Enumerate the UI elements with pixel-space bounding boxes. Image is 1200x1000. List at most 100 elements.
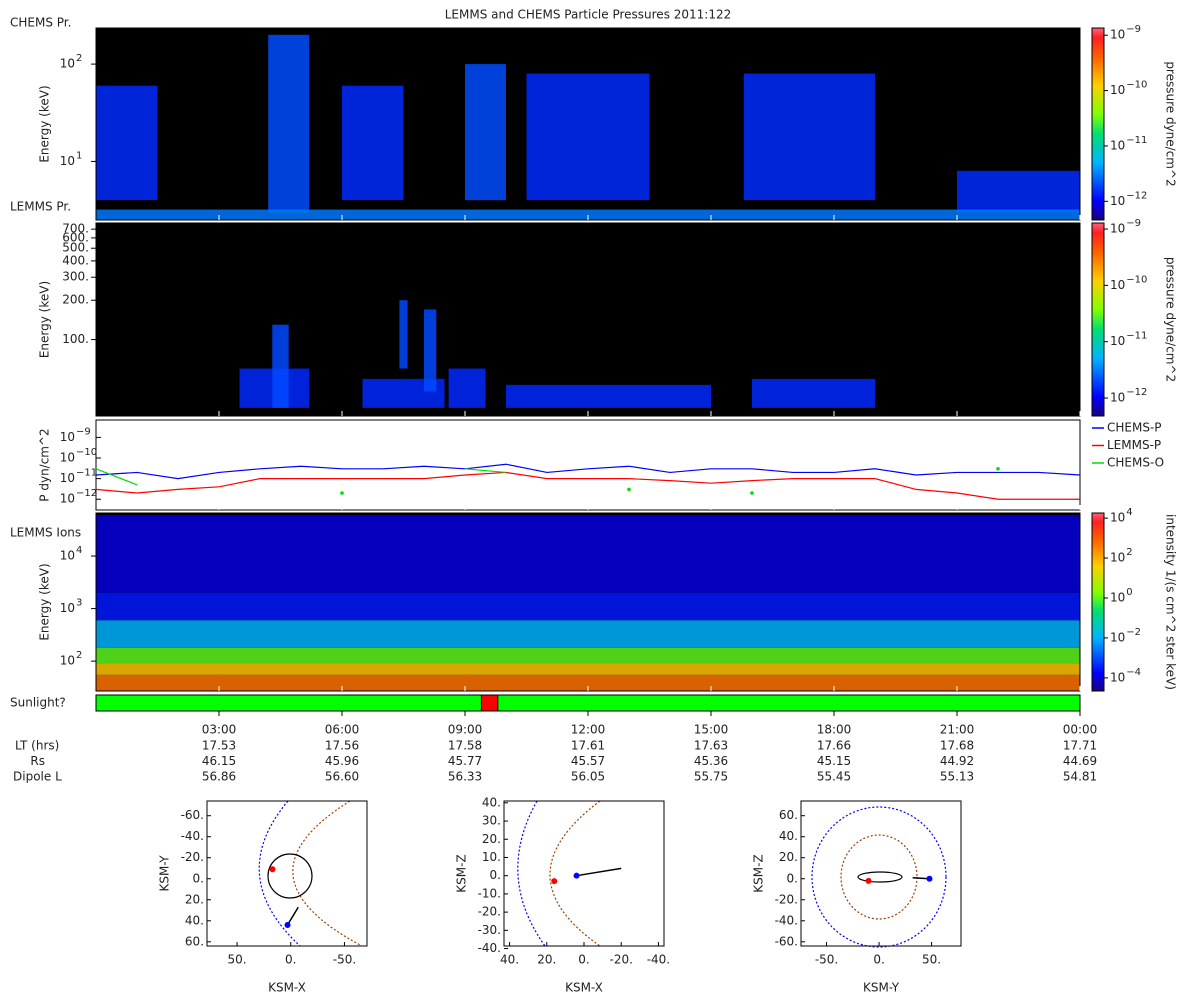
- y-tick-label: 60.: [779, 808, 798, 822]
- spectrogram-cell: [526, 73, 650, 201]
- y-tick-label: 30.: [482, 814, 501, 828]
- x-tick-label: -50.: [333, 953, 356, 967]
- x-tick-label: 06:00: [325, 723, 360, 737]
- tick-label: 10: [1110, 28, 1125, 42]
- tick-exponent: −11: [76, 468, 97, 479]
- bow-shock: [811, 806, 947, 948]
- ephemeris-value: 56.60: [325, 770, 359, 784]
- legend-label: CHEMS-P: [1107, 421, 1162, 435]
- panel-label: LEMMS Ions: [10, 526, 81, 540]
- y-axis-title: Energy (keV): [38, 85, 52, 162]
- y-tick-label: -60.: [181, 808, 204, 822]
- moon-orbit: [857, 871, 903, 883]
- y-tick-label: -20.: [478, 905, 501, 919]
- tick-label: 10: [1110, 391, 1125, 405]
- colorbar-title: pressure dyne/cm^2: [1164, 257, 1178, 382]
- ephemeris-value: 45.36: [694, 754, 728, 768]
- tick-exponent: −4: [1126, 667, 1141, 678]
- x-tick-label: -40.: [647, 953, 670, 967]
- x-tick-label: 09:00: [448, 723, 483, 737]
- spectrogram-cell: [424, 309, 437, 392]
- ephemeris-value: 45.96: [325, 754, 359, 768]
- tick-label: 10: [60, 430, 75, 444]
- tick-label: 600.: [62, 230, 89, 244]
- spectrogram-cell: [96, 515, 1080, 593]
- line-point: [996, 466, 1000, 471]
- legend-label: CHEMS-O: [1107, 456, 1164, 470]
- tick-exponent: 2: [76, 650, 82, 661]
- spectrogram-cell: [96, 209, 1080, 220]
- x-tick-label: 15:00: [694, 723, 729, 737]
- bow-shock: [258, 800, 301, 947]
- tick-exponent: −12: [1126, 387, 1147, 398]
- y-tick-label: 60.: [185, 934, 204, 948]
- spectrogram-cell: [96, 663, 1080, 675]
- tick-exponent: −10: [76, 447, 97, 458]
- tick-label: 10: [60, 451, 75, 465]
- tick-label: 10: [60, 549, 75, 563]
- spectrogram-cell: [743, 73, 875, 201]
- tick-exponent: −11: [1126, 331, 1147, 342]
- tick-label: 300.: [62, 270, 89, 284]
- ephemeris-label: Rs: [30, 754, 45, 768]
- tick-label: 10: [60, 492, 75, 506]
- ephemeris-label: LT (hrs): [15, 739, 59, 753]
- y-axis-title: P dyn/cm^2: [38, 428, 52, 501]
- ephemeris-value: 17.56: [325, 739, 359, 753]
- panel-label: LEMMS Pr.: [10, 200, 71, 214]
- y-tick-label: 0.: [787, 871, 798, 885]
- tick-label: 10: [60, 601, 75, 615]
- tick-exponent: −12: [1126, 190, 1147, 201]
- ephemeris-value: 17.66: [817, 739, 851, 753]
- tick-label: 10: [1110, 194, 1125, 208]
- y-tick-label: -20.: [775, 892, 798, 906]
- spectrogram-cell: [465, 64, 506, 201]
- y-tick-label: 10.: [482, 850, 501, 864]
- tick-exponent: 4: [76, 545, 82, 556]
- y-axis-title: Energy (keV): [38, 563, 52, 640]
- tick-exponent: −9: [1126, 218, 1141, 229]
- tick-label: 10: [1110, 138, 1125, 152]
- y-tick-label: -40.: [478, 941, 501, 955]
- spectrogram-cell: [957, 170, 1080, 213]
- position-marker: [573, 872, 580, 879]
- y-tick-label: -20.: [181, 850, 204, 864]
- tick-label: 10: [60, 154, 75, 168]
- chart-title: LEMMS and CHEMS Particle Pressures 2011:…: [445, 8, 732, 22]
- legend-label: LEMMS-P: [1107, 438, 1161, 452]
- tick-label: 10: [1110, 83, 1125, 97]
- spectrogram-cell: [96, 85, 158, 201]
- ephemeris-value: 45.15: [817, 754, 851, 768]
- tick-exponent: −11: [1126, 135, 1147, 146]
- y-tick-label: -10.: [478, 886, 501, 900]
- line-series: [95, 471, 1080, 500]
- tick-label: 10: [1110, 670, 1125, 684]
- x-tick-label: 00:00: [1063, 723, 1098, 737]
- x-tick-label: 40.: [500, 953, 519, 967]
- x-tick-label: -50.: [815, 953, 838, 967]
- x-tick-label: -20.: [609, 953, 632, 967]
- tick-label: 10: [1110, 222, 1125, 236]
- position-marker: [865, 877, 872, 884]
- tick-exponent: 4: [1126, 507, 1132, 518]
- y-axis-title: KSM-Z: [752, 854, 766, 892]
- y-tick-label: -60.: [775, 934, 798, 948]
- y-tick-label: 20.: [185, 892, 204, 906]
- spectrogram-cell: [752, 378, 875, 408]
- position-marker: [269, 866, 276, 873]
- tick-exponent: 1: [76, 150, 82, 161]
- x-axis-title: KSM-Y: [863, 981, 900, 995]
- x-tick-label: 18:00: [817, 723, 852, 737]
- y-axis-title: KSM-Z: [455, 854, 469, 892]
- orbit-frame: [206, 800, 368, 947]
- moon-orbit: [267, 853, 313, 899]
- ephemeris-value: 17.58: [448, 739, 482, 753]
- orbit-models: [258, 800, 947, 948]
- ephemeris-value: 54.81: [1063, 770, 1097, 784]
- orbit-frame: [800, 800, 962, 947]
- y-tick-label: -40.: [181, 829, 204, 843]
- spectrogram-cell: [96, 592, 1080, 621]
- x-tick-label: 50.: [228, 953, 247, 967]
- tick-exponent: 2: [1126, 547, 1132, 558]
